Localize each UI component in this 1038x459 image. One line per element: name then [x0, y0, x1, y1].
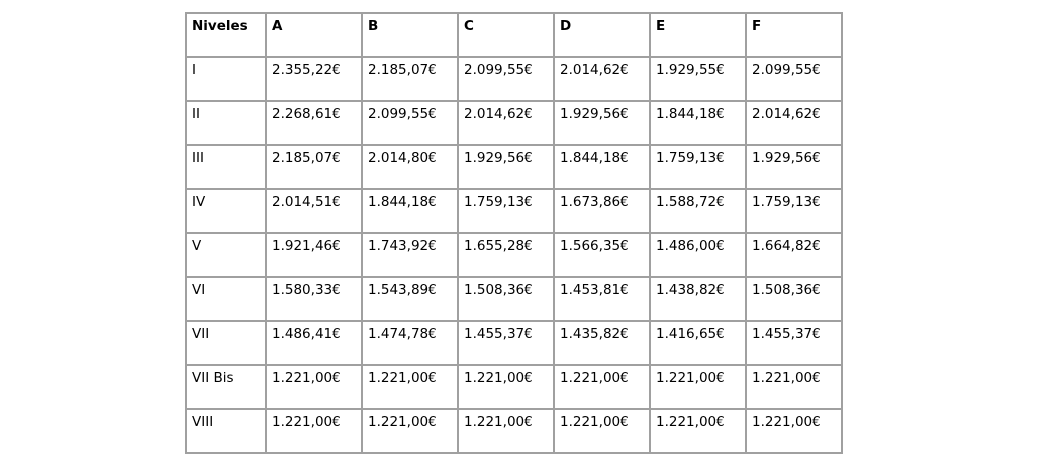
- table-row: I 2.355,22€ 2.185,07€ 2.099,55€ 2.014,62€ 1.9…: [186, 57, 842, 101]
- table-row: VII 1.486,41€ 1.474,78€ 1.455,37€ 1.435,82€ 1…: [186, 321, 842, 365]
- value-cell: 2.268,61€: [266, 101, 362, 145]
- value-cell: 1.743,92€: [362, 233, 458, 277]
- value-cell: 1.486,00€: [650, 233, 746, 277]
- table-row: IV 2.014,51€ 1.844,18€ 1.759,13€ 1.673,86€ 1.…: [186, 189, 842, 233]
- value-cell: 1.580,33€: [266, 277, 362, 321]
- value-cell: 2.355,22€: [266, 57, 362, 101]
- value-cell: 1.759,13€: [746, 189, 842, 233]
- value-cell: 2.014,80€: [362, 145, 458, 189]
- value-cell: 1.566,35€: [554, 233, 650, 277]
- value-cell: 1.543,89€: [362, 277, 458, 321]
- value-cell: 2.014,62€: [746, 101, 842, 145]
- value-cell: 2.014,51€: [266, 189, 362, 233]
- value-cell: 1.844,18€: [554, 145, 650, 189]
- row-label: V: [186, 233, 266, 277]
- table-row: VI 1.580,33€ 1.543,89€ 1.508,36€ 1.453,81€ 1.…: [186, 277, 842, 321]
- row-label: II: [186, 101, 266, 145]
- value-cell: 1.759,13€: [650, 145, 746, 189]
- table-header: Niveles A B C D E F: [186, 13, 842, 57]
- table-body: I 2.355,22€ 2.185,07€ 2.099,55€ 2.014,62€ 1.9…: [186, 57, 842, 453]
- value-cell: 1.221,00€: [362, 409, 458, 453]
- table-row: VIII 1.221,00€ 1.221,00€ 1.221,00€ 1.221,00€…: [186, 409, 842, 453]
- value-cell: 1.221,00€: [554, 409, 650, 453]
- value-cell: 1.673,86€: [554, 189, 650, 233]
- row-label: VII: [186, 321, 266, 365]
- value-cell: 2.014,62€: [554, 57, 650, 101]
- value-cell: 1.759,13€: [458, 189, 554, 233]
- value-cell: 1.508,36€: [458, 277, 554, 321]
- value-cell: 1.508,36€: [746, 277, 842, 321]
- value-cell: 1.221,00€: [266, 409, 362, 453]
- value-cell: 1.844,18€: [362, 189, 458, 233]
- row-label: IV: [186, 189, 266, 233]
- table-row: V 1.921,46€ 1.743,92€ 1.655,28€ 1.566,35€ 1.4…: [186, 233, 842, 277]
- value-cell: 1.929,56€: [746, 145, 842, 189]
- value-cell: 2.014,62€: [458, 101, 554, 145]
- value-cell: 1.435,82€: [554, 321, 650, 365]
- value-cell: 1.921,46€: [266, 233, 362, 277]
- value-cell: 1.416,65€: [650, 321, 746, 365]
- value-cell: 2.185,07€: [266, 145, 362, 189]
- value-cell: 1.221,00€: [746, 409, 842, 453]
- value-cell: 1.486,41€: [266, 321, 362, 365]
- column-header-d: D: [554, 13, 650, 57]
- value-cell: 1.455,37€: [746, 321, 842, 365]
- value-cell: 1.221,00€: [650, 365, 746, 409]
- value-cell: 1.929,56€: [458, 145, 554, 189]
- column-header-e: E: [650, 13, 746, 57]
- row-label: I: [186, 57, 266, 101]
- value-cell: 1.929,55€: [650, 57, 746, 101]
- value-cell: 1.438,82€: [650, 277, 746, 321]
- row-label: VI: [186, 277, 266, 321]
- value-cell: 1.844,18€: [650, 101, 746, 145]
- value-cell: 1.655,28€: [458, 233, 554, 277]
- value-cell: 1.453,81€: [554, 277, 650, 321]
- row-label: III: [186, 145, 266, 189]
- value-cell: 1.588,72€: [650, 189, 746, 233]
- value-cell: 1.221,00€: [458, 365, 554, 409]
- value-cell: 1.474,78€: [362, 321, 458, 365]
- value-cell: 1.221,00€: [554, 365, 650, 409]
- value-cell: 2.099,55€: [458, 57, 554, 101]
- value-cell: 1.455,37€: [458, 321, 554, 365]
- value-cell: 2.099,55€: [746, 57, 842, 101]
- value-cell: 1.929,56€: [554, 101, 650, 145]
- value-cell: 2.185,07€: [362, 57, 458, 101]
- column-header-c: C: [458, 13, 554, 57]
- levels-table-container: Niveles A B C D E F I 2.355,22€ 2.185,07€ 2.099,5…: [185, 12, 843, 454]
- value-cell: 1.664,82€: [746, 233, 842, 277]
- value-cell: 1.221,00€: [362, 365, 458, 409]
- column-header-a: A: [266, 13, 362, 57]
- header-row: Niveles A B C D E F: [186, 13, 842, 57]
- table-row: III 2.185,07€ 2.014,80€ 1.929,56€ 1.844,18€ 1…: [186, 145, 842, 189]
- row-label: VII Bis: [186, 365, 266, 409]
- value-cell: 1.221,00€: [266, 365, 362, 409]
- column-header-niveles: Niveles: [186, 13, 266, 57]
- row-label: VIII: [186, 409, 266, 453]
- value-cell: 1.221,00€: [650, 409, 746, 453]
- value-cell: 2.099,55€: [362, 101, 458, 145]
- value-cell: 1.221,00€: [458, 409, 554, 453]
- levels-salary-table: Niveles A B C D E F I 2.355,22€ 2.185,07€ 2.099,5…: [185, 12, 843, 454]
- table-row: VII Bis 1.221,00€ 1.221,00€ 1.221,00€ 1.221,…: [186, 365, 842, 409]
- value-cell: 1.221,00€: [746, 365, 842, 409]
- table-row: II 2.268,61€ 2.099,55€ 2.014,62€ 1.929,56€ 1.…: [186, 101, 842, 145]
- column-header-b: B: [362, 13, 458, 57]
- column-header-f: F: [746, 13, 842, 57]
